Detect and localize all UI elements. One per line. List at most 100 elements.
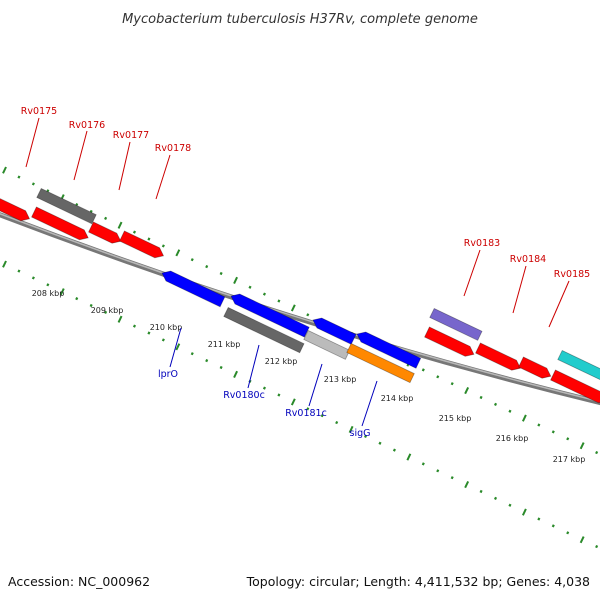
scale-tick-label: 211 kbp	[208, 340, 241, 349]
gene-label-reverse: sigG	[350, 428, 371, 439]
scale-major-tick	[59, 288, 65, 296]
scale-minor-tick	[551, 524, 555, 528]
gene-label-reverse: Rv0181c	[285, 408, 327, 419]
scale-minor-tick	[335, 420, 339, 425]
scale-minor-tick	[147, 331, 151, 335]
scale-minor-tick	[537, 423, 541, 427]
scale-minor-tick	[161, 244, 165, 248]
forward-gene-arrow	[550, 369, 600, 404]
forward-gene-arrow	[518, 356, 552, 379]
forward-gene-arrow	[0, 198, 31, 222]
scale-tick-label: 215 kbp	[439, 414, 472, 423]
scale-minor-tick	[262, 292, 266, 296]
reverse-gene-arrow	[161, 270, 226, 308]
scale-minor-tick	[392, 448, 396, 452]
scale-major-tick	[406, 453, 412, 461]
scale-minor-tick	[479, 489, 483, 494]
reverse-gene-arrow	[230, 293, 310, 338]
gene-label-leader	[169, 327, 182, 368]
gene-label-forward: Rv0175	[21, 106, 57, 117]
scale-minor-tick	[436, 375, 440, 379]
scale-minor-tick	[595, 450, 599, 455]
scale-minor-tick	[31, 276, 35, 280]
gene-label-forward: Rv0177	[113, 130, 149, 141]
gene-label-leader	[463, 249, 481, 297]
gene-label-leader	[73, 130, 88, 181]
gene-label-leader	[25, 117, 40, 168]
scale-major-tick	[521, 508, 527, 516]
gene-label-leader	[548, 280, 570, 328]
gray-feature-bar	[36, 187, 97, 225]
gene-label-leader	[118, 141, 131, 191]
gene-label-reverse: lprO	[158, 369, 178, 380]
scale-tick-label: 209 kbp	[91, 306, 124, 315]
scale-minor-tick	[132, 230, 137, 234]
scale-tick-label: 214 kbp	[381, 394, 414, 403]
scale-minor-tick	[364, 434, 368, 438]
backbone-line	[0, 212, 600, 406]
gene-label-leader	[361, 380, 378, 427]
gene-labels: Rv0175 Rv0176 Rv0177 Rv0178 Rv0183 Rv0184 Rv01…	[21, 106, 590, 439]
scale-minor-tick	[421, 368, 425, 372]
scale-minor-tick	[190, 352, 194, 356]
gene-label-leader	[308, 363, 323, 407]
scale-tick-label: 210 kbp	[150, 323, 183, 332]
scale-minor-tick	[46, 283, 50, 287]
scale-tick-label: 217 kbp	[553, 455, 586, 464]
genome-backbone	[0, 212, 600, 406]
scale-tick-label: 212 kbp	[265, 357, 298, 366]
forward-gene-arrow	[88, 221, 122, 244]
scale-minor-tick	[205, 264, 209, 269]
forward-gene-arrow	[31, 206, 89, 241]
scale-minor-tick	[479, 395, 483, 400]
forward-gene-arrow	[475, 342, 521, 371]
scale-major-tick	[348, 425, 354, 434]
scale-minor-tick	[378, 441, 382, 445]
scale-major-tick	[2, 260, 7, 268]
gene-label-forward: Rv0176	[69, 120, 105, 131]
scale-major-tick	[579, 442, 585, 450]
scale-minor-tick	[104, 310, 108, 314]
forward-gene-arrow	[119, 230, 165, 259]
scale-minor-tick	[219, 365, 223, 370]
gray-feature-bar	[223, 306, 305, 354]
scale-minor-tick	[421, 462, 425, 466]
light-gray-feature-bar	[303, 329, 351, 360]
scale-minor-tick	[306, 313, 310, 317]
scale-minor-tick	[17, 175, 21, 179]
gene-label-forward: Rv0185	[554, 269, 590, 280]
scale-tick-label: 216 kbp	[496, 434, 529, 443]
purple-feature-bar	[429, 307, 483, 341]
scale-track: 208 kbp 209 kbp 210 kbp 211 kbp 212 kbp 213 k…	[2, 260, 599, 549]
scale-major-tick	[521, 414, 527, 422]
scale-major-tick	[464, 386, 470, 395]
scale-minor-tick	[450, 382, 454, 386]
scale-minor-tick	[161, 338, 165, 342]
scale-minor-tick	[436, 469, 440, 473]
gene-label-reverse: Rv0180c	[223, 390, 265, 401]
gene-label-forward: Rv0184	[510, 254, 546, 265]
scale-minor-tick	[320, 414, 324, 418]
forward-gene-arrow	[424, 326, 475, 357]
scale-minor-tick	[31, 182, 35, 186]
scale-minor-tick	[190, 258, 194, 262]
backbone-highlight	[0, 213, 600, 403]
scale-tick-label: 208 kbp	[32, 289, 65, 298]
scale-minor-tick	[89, 303, 93, 308]
scale-minor-tick	[75, 296, 79, 301]
scale-major-tick	[175, 249, 181, 257]
scale-major-tick	[233, 370, 238, 378]
scale-minor-tick	[566, 531, 570, 535]
scale-minor-tick	[551, 430, 555, 434]
gene-label-forward: Rv0178	[155, 143, 191, 154]
scale-minor-tick	[277, 299, 281, 303]
scale-minor-tick	[508, 503, 512, 507]
scale-minor-tick	[205, 358, 209, 363]
scale-minor-tick	[17, 269, 21, 273]
scale-major-tick	[464, 480, 470, 489]
scale-minor-tick	[104, 216, 108, 220]
cyan-feature-bar	[557, 349, 600, 381]
scale-minor-tick	[132, 324, 137, 328]
scale-minor-tick	[262, 386, 266, 390]
